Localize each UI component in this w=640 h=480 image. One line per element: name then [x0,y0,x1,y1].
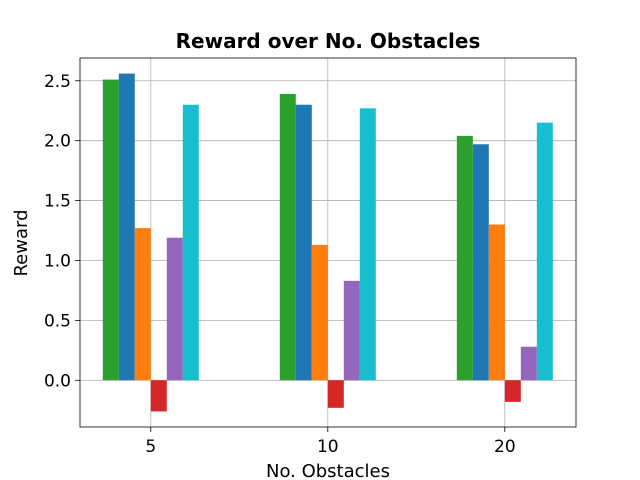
y-axis-ticks: 0.0 0.5 1.0 1.5 2.0 2.5 [44,72,80,391]
bar [536,122,553,381]
bar [118,73,135,381]
bar [343,280,360,381]
chart-title: Reward over No. Obstacles [176,29,481,53]
x-tick-label: 20 [494,437,516,457]
bar [456,135,473,381]
y-tick-label: 2.5 [44,72,71,92]
bar [327,380,344,408]
bar [102,79,119,381]
y-axis-label: Reward [11,209,32,276]
y-tick-label: 0.0 [44,371,71,391]
x-tick-label: 10 [317,437,339,457]
y-tick-label: 1.5 [44,192,71,212]
bar [134,228,151,381]
bar [295,104,312,381]
bar [279,93,296,381]
y-tick-label: 1.0 [44,251,71,271]
bar [311,244,328,381]
bar [504,380,521,402]
bar [520,346,537,381]
bars [102,73,553,412]
x-tick-label: 5 [145,437,156,457]
y-tick-label: 2.0 [44,132,71,152]
bar [359,108,376,381]
bar [488,224,505,381]
bar [472,144,489,381]
x-axis-ticks: 5 10 20 [145,427,516,457]
bar [166,237,183,381]
y-tick-label: 0.5 [44,311,71,331]
x-axis-label: No. Obstacles [266,461,390,480]
bar [150,380,167,412]
bar [182,104,199,381]
